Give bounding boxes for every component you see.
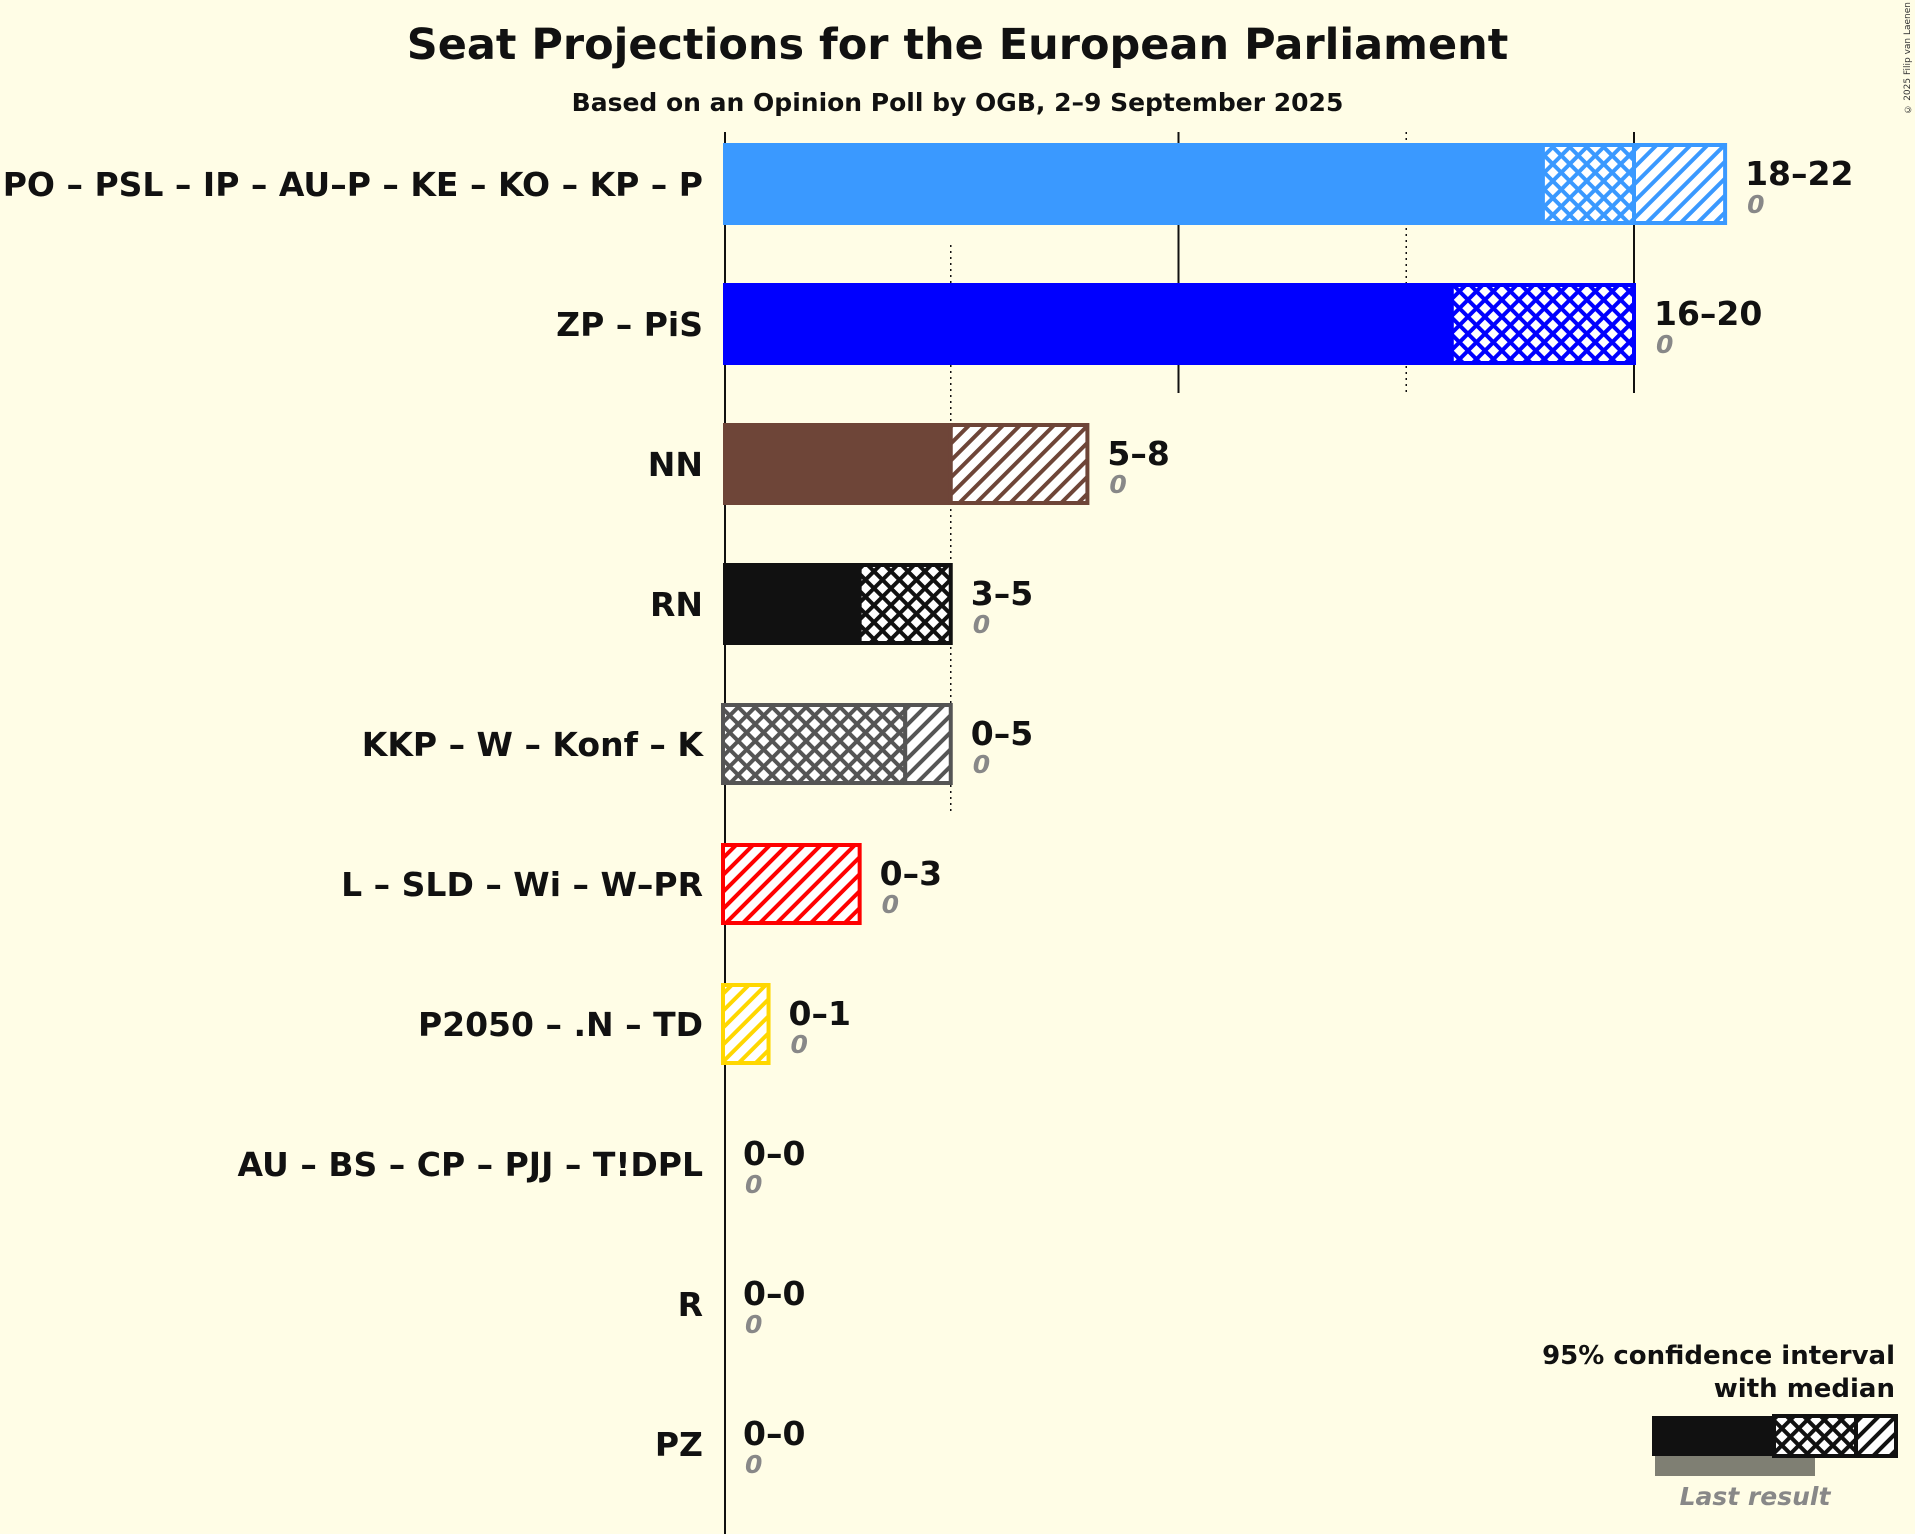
party-row: P2050 – .N – TD 0–10 [418,983,851,1065]
party-row: PO – PSL – IP – AU–P – KE – KO – KP – P 1… [3,143,1853,225]
last-result-label: 0 [1109,470,1126,499]
bar-hatch-segment [948,423,1090,505]
bar-crosshatch-segment [1540,143,1637,225]
bar-hatch-segment [721,983,771,1065]
last-result-label: 0 [1747,190,1764,219]
legend-crosshatch-bar [1772,1414,1858,1458]
legend-line-1: 95% confidence interval [1542,1341,1895,1371]
legend-solid-bar [1652,1416,1774,1456]
legend-hatch-bar [1854,1414,1898,1458]
chart-title: Seat Projections for the European Parlia… [406,20,1509,70]
range-label: 18–22 [1745,154,1853,193]
range-label: 0–3 [880,854,942,893]
party-row: NN 5–80 [648,423,1170,505]
chart-subtitle: Based on an Opinion Poll by OGB, 2–9 Sep… [571,88,1344,117]
bar-hatch-segment [1632,143,1728,225]
last-result-label: 0 [745,1310,762,1339]
last-result-label: 0 [882,890,899,919]
bar-solid-segment [723,423,951,505]
bar-solid-segment [723,563,860,645]
last-result-label: 0 [973,610,990,639]
party-label: PO – PSL – IP – AU–P – KE – KO – KP – P [3,165,703,204]
legend-last-result-bar [1655,1454,1815,1476]
party-label: NN [648,445,703,484]
party-row: ZP – PiS 16–200 [556,283,1762,365]
party-row: L – SLD – Wi – W–PR 0–30 [341,843,942,925]
legend-last-result-label: Last result [1680,1482,1832,1511]
range-label: 16–20 [1654,294,1762,333]
range-label: 0–0 [743,1134,805,1173]
legend-line-2: with median [1714,1374,1895,1404]
party-row: RN 3–50 [650,563,1033,645]
party-label: R [678,1285,703,1324]
range-label: 5–8 [1107,434,1169,473]
bar-hatch-segment [721,843,862,925]
legend: 95% confidence interval with median Last… [1542,1341,1898,1511]
last-result-label: 0 [1656,330,1673,359]
range-label: 3–5 [971,574,1033,613]
last-result-label: 0 [973,750,990,779]
party-label: P2050 – .N – TD [418,1005,703,1044]
party-label: L – SLD – Wi – W–PR [341,865,703,904]
bar-crosshatch-segment [1449,283,1637,365]
bar-solid-segment [723,283,1452,365]
party-label: RN [650,585,703,624]
party-label: KKP – W – Konf – K [362,725,705,764]
party-label: ZP – PiS [556,305,703,344]
range-label: 0–5 [971,714,1033,753]
range-label: 0–0 [743,1274,805,1313]
bar-crosshatch-segment [721,703,908,785]
bar-solid-segment [723,143,1543,225]
bars: PO – PSL – IP – AU–P – KE – KO – KP – P 1… [3,143,1853,1479]
last-result-label: 0 [745,1170,762,1199]
range-label: 0–1 [789,994,851,1033]
bar-hatch-segment [903,703,953,785]
last-result-label: 0 [791,1030,808,1059]
party-label: PZ [655,1425,703,1464]
party-row: R 0–00 [678,1274,806,1339]
party-row: AU – BS – CP – PJJ – T!DPL 0–00 [238,1134,806,1199]
party-row: KKP – W – Konf – K 0–50 [362,703,1033,785]
range-label: 0–0 [743,1414,805,1453]
party-label: AU – BS – CP – PJJ – T!DPL [238,1145,703,1184]
bar-crosshatch-segment [857,563,953,645]
party-row: PZ 0–00 [655,1414,806,1479]
last-result-label: 0 [745,1450,762,1479]
